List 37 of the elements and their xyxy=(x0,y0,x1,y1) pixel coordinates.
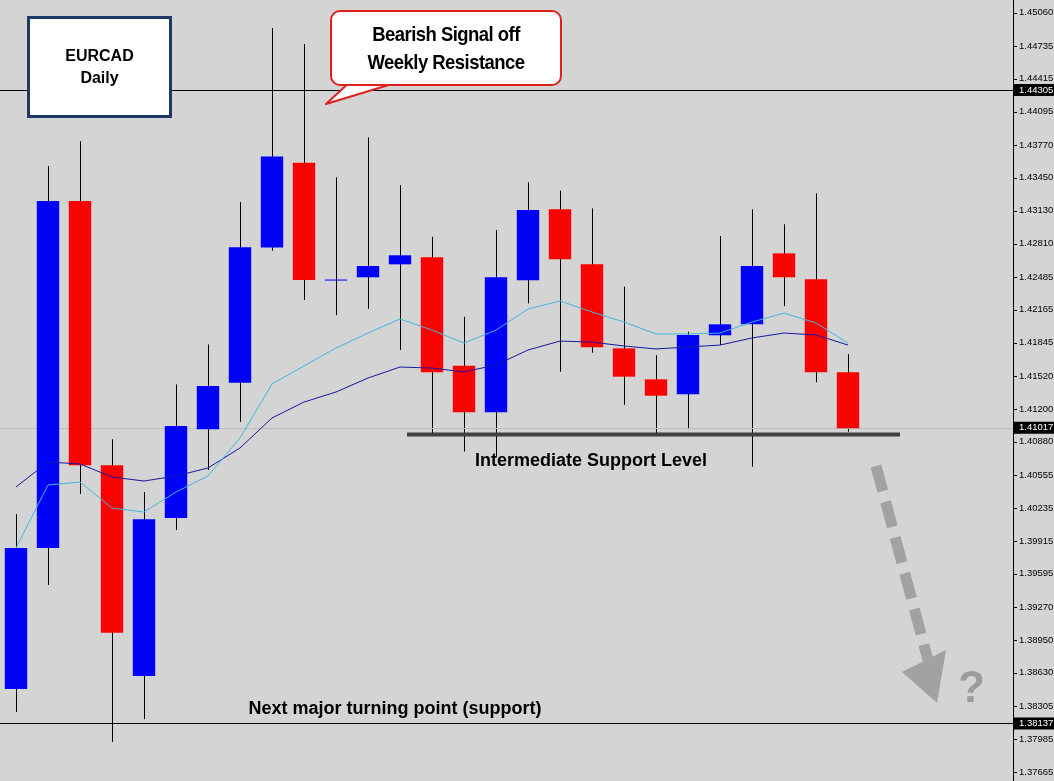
y-tick-label: 1.42810 xyxy=(1019,237,1054,249)
candlestick xyxy=(388,184,412,351)
y-tick-label: 1.39595 xyxy=(1019,567,1054,579)
y-tick-label: 1.38305 xyxy=(1019,699,1054,711)
y-tick-label: 1.41845 xyxy=(1019,336,1054,348)
y-tick-label: 1.39915 xyxy=(1019,534,1054,546)
y-tick-label: 1.41520 xyxy=(1019,369,1054,381)
y-tick-label: 1.38630 xyxy=(1019,666,1054,678)
y-tick-label: 1.41200 xyxy=(1019,402,1054,414)
y-tick-label: 1.45060 xyxy=(1019,6,1054,18)
candlestick xyxy=(324,176,348,316)
y-tick-label: 1.44735 xyxy=(1019,39,1054,51)
y-tick-label: 1.37985 xyxy=(1019,732,1054,744)
y-tick-label: 1.43450 xyxy=(1019,171,1054,183)
y-tick-label: 1.41017 xyxy=(1019,421,1054,433)
y-tick-label: 1.44305 xyxy=(1019,83,1054,95)
text: ? xyxy=(958,662,985,712)
candlestick xyxy=(356,136,380,310)
y-tick-label: 1.40235 xyxy=(1019,501,1054,513)
candlestick xyxy=(772,223,796,307)
y-tick-label: 1.42485 xyxy=(1019,270,1054,282)
candlestick xyxy=(644,354,668,434)
y-tick-label: 1.44415 xyxy=(1019,72,1054,84)
y-tick-label: 1.43770 xyxy=(1019,138,1054,150)
annotation: Bearish Signal off Weekly Resistance xyxy=(366,21,526,75)
title-box: EURCAD Daily xyxy=(27,16,172,118)
y-tick-label: 1.42165 xyxy=(1019,303,1054,315)
y-tick-label: 1.40880 xyxy=(1019,435,1054,447)
y-tick-label: 1.44095 xyxy=(1019,105,1054,117)
y-tick-label: 1.39270 xyxy=(1019,600,1054,612)
y-tick-label: 1.38137 xyxy=(1019,717,1054,729)
ref-line-label: Intermediate Support Level xyxy=(474,450,708,471)
y-tick-label: 1.40555 xyxy=(1019,468,1054,480)
y-tick-label: 1.43130 xyxy=(1019,204,1054,216)
y-tick-label: 1.37665 xyxy=(1019,765,1054,777)
ref-line-label: Next major turning point (support) xyxy=(248,698,542,719)
y-tick-label: 1.38950 xyxy=(1019,633,1054,645)
